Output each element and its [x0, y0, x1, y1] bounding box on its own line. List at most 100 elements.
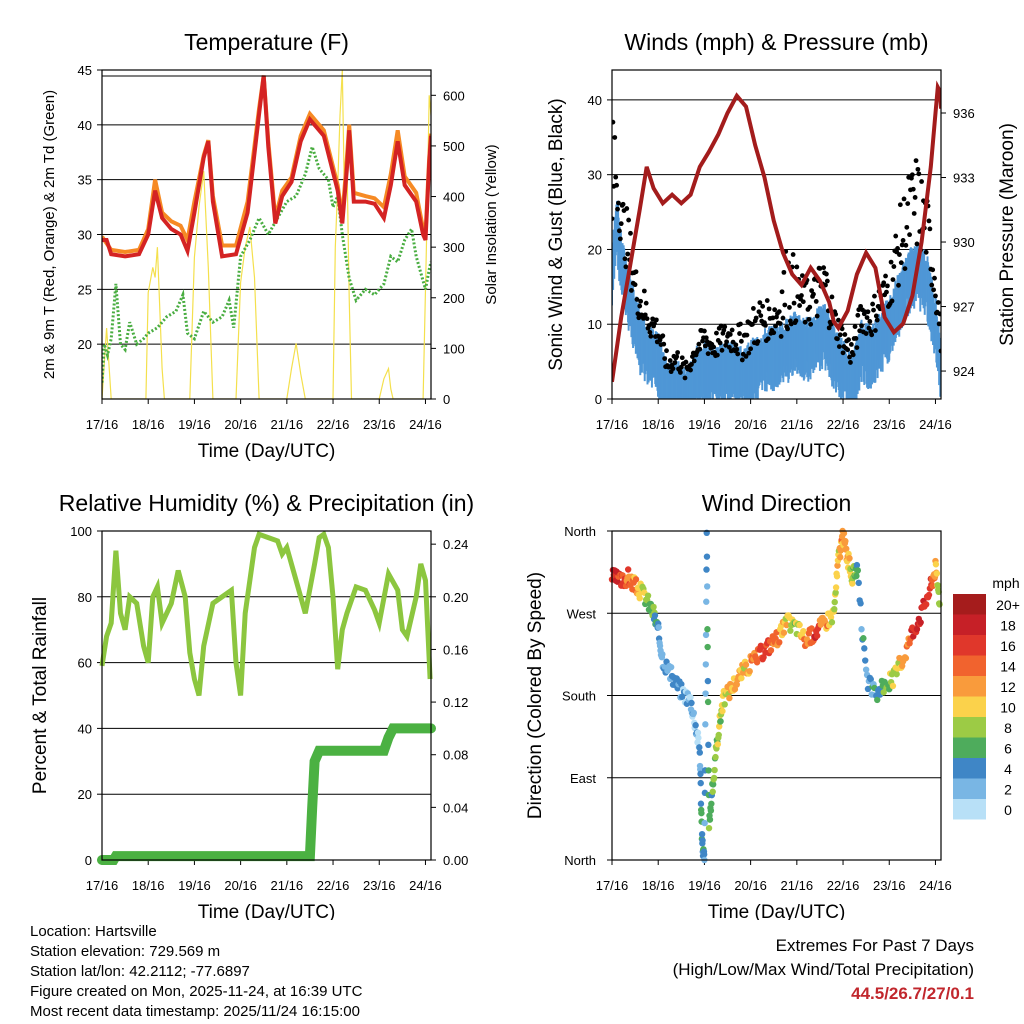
figure-created: Figure created on Mon, 2025-11-24, at 16… [30, 983, 363, 1000]
wind-direction-dot [742, 661, 750, 668]
wind-direction-ytick-label: East [570, 771, 596, 786]
temp-2m-line [102, 75, 431, 259]
humidity-ytick-label: 0 [85, 853, 92, 868]
humidity-ytick-label: 100 [70, 524, 92, 539]
gust-dot [916, 171, 922, 177]
gust-dot [629, 288, 634, 293]
gust-dot [896, 282, 901, 288]
gust-dot [915, 166, 921, 172]
winds-y2tick-label: 930 [953, 235, 975, 250]
gust-dot [763, 323, 768, 328]
wind-direction-dot [857, 600, 864, 607]
gust-dot [778, 334, 784, 339]
gust-dot [845, 347, 851, 353]
gust-dot [791, 300, 797, 306]
wind-direction-dot [636, 595, 643, 602]
gust-dot [620, 201, 626, 207]
humidity-y2tick-label: 0.12 [443, 695, 468, 710]
gust-dot [750, 306, 756, 311]
wind-direction-dot [705, 741, 712, 749]
recent-timestamp: Most recent data timestamp: 2025/11/24 1… [30, 1003, 360, 1020]
temperature-ytick-label: 20 [78, 337, 92, 352]
gust-dot [932, 275, 937, 281]
gust-dot [780, 315, 786, 321]
temperature-ytick-label: 35 [78, 173, 92, 188]
gust-dot [661, 341, 667, 347]
winds-xtick-label: 21/16 [781, 417, 814, 432]
gust-dot [864, 315, 870, 320]
gust-dot [624, 206, 630, 211]
wind-direction-dot [709, 788, 716, 795]
wind-direction-ytick-label: North [564, 524, 596, 539]
gust-dot [867, 319, 873, 324]
gust-dot [889, 298, 895, 304]
gust-dot [672, 360, 678, 366]
temperature-xlabel: Time (Day/UTC) [198, 441, 336, 462]
gust-dot [688, 367, 693, 373]
gust-dot [660, 333, 666, 339]
wind_direction-panel: Wind Direction 17/16 18/16 19/16 20/16 21/16 2… [525, 490, 952, 920]
colorbar-swatch [953, 635, 986, 656]
wind-direction-dot [624, 566, 632, 573]
gust-dot [714, 352, 720, 358]
gust-dot [718, 323, 724, 329]
colorbar-swatch [953, 758, 986, 779]
wind-direction-dot [721, 701, 728, 708]
gust-dot [790, 252, 796, 257]
gust-dot [842, 332, 848, 337]
gust-dot [855, 312, 861, 318]
gust-dot [691, 358, 697, 364]
gust-dot [931, 287, 937, 293]
wind-direction-dot [813, 632, 821, 639]
gust-dot [872, 328, 878, 333]
wind-direction-dot [667, 663, 675, 671]
colorbar-title: mph [992, 575, 1019, 591]
gust-dot [848, 360, 853, 365]
humidity-ytick-label: 20 [78, 787, 92, 802]
wind-direction-dot [699, 837, 706, 844]
gust-dot [824, 278, 830, 284]
gust-dot [735, 351, 741, 357]
humidity-y2tick-label: 0.24 [443, 537, 468, 552]
gust-dot [758, 313, 764, 319]
gust-dot [865, 309, 871, 315]
gust-dot [702, 343, 708, 349]
wind-direction-dot [860, 635, 867, 642]
gust-dot [748, 346, 754, 352]
gust-dot [733, 342, 739, 348]
gust-dot [900, 238, 906, 243]
winds-xtick-label: 24/16 [919, 417, 952, 432]
gust-dot [734, 346, 740, 352]
wind-direction-dot [704, 677, 712, 685]
colorbar-swatch [953, 676, 986, 697]
gust-dot [612, 135, 618, 140]
wind-direction-dot [688, 699, 695, 707]
gust-dot [641, 288, 647, 294]
gust-dot [724, 339, 729, 345]
wind-direction-dot [935, 588, 942, 596]
winds-ytick-label: 40 [588, 93, 602, 108]
humidity-xtick-label: 21/16 [271, 878, 304, 893]
wind-direction-dot [690, 709, 697, 717]
wind-direction-dot [861, 645, 868, 652]
gust-dot [787, 305, 792, 310]
humidity-xtick-label: 20/16 [224, 878, 257, 893]
wind-direction-dot [753, 659, 761, 666]
gust-dot [933, 293, 938, 299]
gust-dot [723, 342, 729, 348]
gust-dot [677, 370, 683, 375]
gust-dot [703, 335, 709, 341]
temperature-ytick-label: 30 [78, 228, 92, 243]
gust-dot [618, 221, 624, 227]
gust-dot [836, 344, 842, 349]
gust-dot [873, 313, 879, 319]
gust-dot [874, 317, 880, 323]
wind-direction-dot [719, 707, 726, 715]
wind-direction-dot [932, 561, 940, 568]
gust-dot [667, 358, 673, 363]
wind-direction-dot [849, 580, 856, 587]
temperature-y2tick-label: 200 [443, 291, 465, 306]
gust-dot [696, 341, 702, 347]
gust-dot [717, 340, 723, 346]
gust-dot [912, 195, 918, 200]
